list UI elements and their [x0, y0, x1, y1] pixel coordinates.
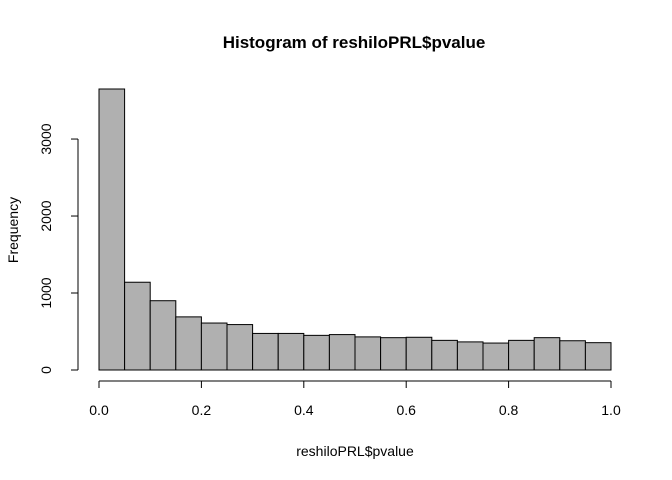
histogram-bar	[252, 332, 279, 371]
histogram-bar	[380, 337, 407, 371]
histogram-bar	[559, 340, 586, 371]
chart-title: Histogram of reshiloPRL$pvalue	[223, 33, 486, 52]
histogram-bar	[456, 341, 484, 371]
histogram-bar	[328, 334, 356, 371]
histogram-bar	[124, 281, 151, 371]
histogram-bar	[431, 339, 458, 371]
y-tick-label: 0	[38, 366, 54, 374]
y-tick-label: 2000	[38, 200, 54, 231]
x-axis-label: reshiloPRL$pvalue	[296, 443, 414, 459]
histogram-bar	[149, 300, 177, 371]
histogram-bar	[200, 322, 228, 371]
x-tick-label: 0.8	[499, 402, 519, 418]
x-tick-label: 1.0	[601, 402, 621, 418]
bars-group	[98, 88, 612, 371]
x-tick-label: 0.0	[89, 402, 109, 418]
histogram-bar	[98, 88, 126, 371]
histogram-bar	[277, 332, 305, 371]
histogram-bar	[226, 324, 254, 371]
x-tick-label: 0.4	[294, 402, 314, 418]
y-tick-label: 3000	[38, 123, 54, 154]
histogram-bar	[584, 342, 612, 371]
histogram-bar	[405, 336, 433, 371]
histogram-bar	[482, 342, 510, 371]
y-axis-label: Frequency	[5, 197, 21, 263]
x-tick-label: 0.6	[396, 402, 416, 418]
histogram-bar	[354, 336, 382, 371]
histogram-bar	[533, 337, 561, 371]
y-axis: 0 1000 2000 3000	[38, 123, 79, 374]
histogram-bar	[175, 316, 202, 371]
x-axis: 0.0 0.2 0.4 0.6 0.8 1.0	[89, 380, 621, 418]
histogram-bar	[303, 334, 330, 371]
x-tick-label: 0.2	[192, 402, 212, 418]
y-tick-label: 1000	[38, 277, 54, 308]
histogram-bar	[508, 339, 535, 371]
